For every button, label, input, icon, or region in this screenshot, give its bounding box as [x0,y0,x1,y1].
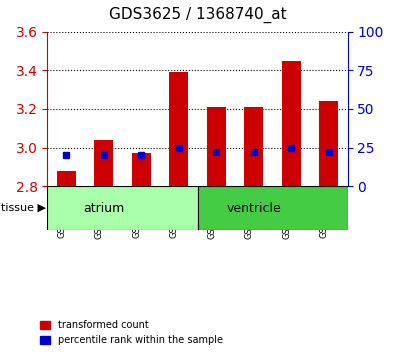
Legend: transformed count, percentile rank within the sample: transformed count, percentile rank withi… [36,316,227,349]
Bar [94,140,113,186]
Text: ventricle: ventricle [226,201,281,215]
Text: GSM119422: GSM119422 [57,188,66,239]
Bar [132,153,150,186]
Text: tissue ▶: tissue ▶ [0,203,45,213]
Text: GDS3625 / 1368740_at: GDS3625 / 1368740_at [109,7,286,23]
FancyBboxPatch shape [47,186,198,230]
Bar [320,101,338,186]
Bar [207,107,226,186]
Text: GSM119424: GSM119424 [132,188,141,239]
Bar [57,171,75,186]
Text: GSM119428: GSM119428 [282,188,292,239]
Bar [245,107,263,186]
FancyBboxPatch shape [198,186,348,230]
Text: GSM119427: GSM119427 [245,188,254,239]
Text: GSM119429: GSM119429 [320,188,329,239]
Text: GSM119426: GSM119426 [207,188,216,239]
Text: atrium: atrium [83,201,124,215]
Bar [282,61,301,186]
Text: GSM119425: GSM119425 [170,188,179,239]
Text: GSM119423: GSM119423 [95,188,103,239]
Bar [169,72,188,186]
